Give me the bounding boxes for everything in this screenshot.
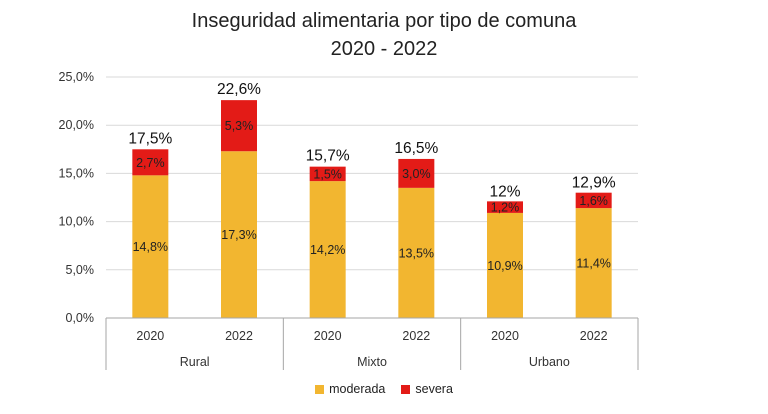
total-label: 15,7% (306, 148, 350, 165)
data-label-severa: 2,7% (136, 156, 165, 170)
x-tick-label: 2020 (314, 329, 342, 343)
y-tick-label: 5,0% (66, 263, 95, 277)
chart-subtitle: 2020 - 2022 (330, 38, 438, 60)
data-label-severa: 1,2% (491, 201, 520, 215)
bar-moderada (309, 181, 346, 318)
bar-moderada (487, 212, 523, 318)
total-label: 12% (489, 183, 520, 200)
bar-severa (132, 149, 169, 176)
data-label-moderada: 14,2% (310, 243, 345, 257)
legend-swatch-moderada (315, 384, 325, 394)
x-tick-label: 2022 (225, 329, 253, 343)
bar-severa (398, 158, 435, 188)
data-label-moderada: 17,3% (221, 228, 256, 242)
legend-label-moderada: moderada (329, 382, 386, 396)
data-label-severa: 1,6% (579, 194, 608, 208)
x-tick-label: 2020 (136, 329, 164, 343)
legend-item-moderada: moderada (315, 382, 385, 396)
y-tick-label: 25,0% (59, 70, 94, 84)
data-label-moderada: 14,8% (133, 240, 168, 254)
bar-severa (221, 100, 257, 152)
legend-label-severa: severa (415, 382, 453, 396)
total-label: 16,5% (394, 140, 438, 157)
total-label: 12,9% (572, 175, 616, 192)
legend-swatch-severa (401, 384, 411, 394)
x-tick-label: 2020 (491, 329, 519, 343)
legend-item-severa: severa (401, 382, 453, 396)
group-label: Mixto (357, 355, 387, 369)
total-label: 17,5% (128, 130, 172, 147)
bar-severa (309, 166, 346, 182)
data-label-moderada: 11,4% (576, 257, 611, 271)
bar-moderada (132, 175, 169, 318)
data-label-severa: 1,5% (313, 167, 342, 181)
x-tick-label: 2022 (580, 329, 608, 343)
bar-severa (487, 201, 523, 213)
chart-title: Inseguridad alimentaria por tipo de comu… (191, 10, 577, 32)
bar-severa (575, 192, 612, 209)
y-tick-label: 15,0% (59, 166, 94, 180)
bar-moderada (398, 187, 435, 318)
total-label: 22,6% (217, 81, 261, 98)
data-label-moderada: 10,9% (487, 259, 522, 273)
bar-moderada (575, 208, 612, 318)
group-label: Rural (180, 355, 210, 369)
x-tick-label: 2022 (402, 329, 430, 343)
data-label-severa: 3,0% (402, 167, 431, 181)
data-label-severa: 5,3% (225, 119, 254, 133)
data-label-moderada: 13,5% (399, 246, 434, 260)
bar-moderada (221, 151, 257, 318)
group-label: Urbano (529, 355, 570, 369)
y-tick-label: 10,0% (59, 215, 94, 229)
y-tick-label: 20,0% (59, 118, 94, 132)
y-tick-label: 0,0% (66, 311, 95, 325)
legend: moderada severa (0, 382, 768, 396)
